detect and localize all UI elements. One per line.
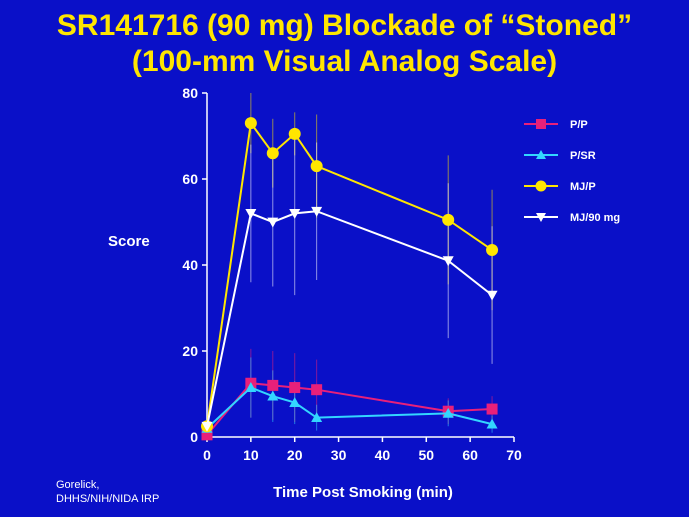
- data-point: [244, 117, 257, 130]
- data-point: [201, 421, 213, 432]
- chart-title-line-2: (100-mm Visual Analog Scale): [131, 45, 558, 78]
- legend-label: P/P: [570, 119, 588, 131]
- legend-marker: [536, 150, 546, 159]
- data-point: [245, 209, 257, 219]
- y-tick-label: 40: [182, 257, 198, 273]
- x-tick-label: 50: [418, 447, 434, 463]
- credit-line-2: DHHS/NIH/NIDA IRP: [56, 493, 160, 505]
- x-tick-label: 70: [506, 447, 522, 463]
- x-axis-label: Time Post Smoking (min): [273, 484, 453, 501]
- data-point: [267, 217, 279, 228]
- data-point: [442, 407, 454, 418]
- legend-label: MJ/90 mg: [570, 212, 620, 224]
- data-point: [266, 147, 279, 160]
- legend-label: MJ/P: [570, 181, 596, 193]
- y-tick-label: 0: [190, 429, 198, 445]
- series-line-3: [206, 210, 493, 427]
- data-point: [442, 213, 455, 226]
- x-tick-label: 10: [243, 447, 259, 463]
- y-axis-label: Score: [108, 233, 150, 250]
- data-point: [486, 290, 498, 301]
- y-tick-label: 60: [182, 171, 198, 187]
- data-point: [311, 206, 323, 217]
- data-point: [289, 209, 301, 219]
- x-tick-label: 0: [203, 447, 211, 463]
- credit-line-1: Gorelick,: [56, 479, 100, 491]
- legend-marker: [536, 213, 546, 222]
- chart-title-line-1: SR141716 (90 mg) Blockade of “Stoned”: [56, 9, 633, 42]
- data-point: [311, 384, 323, 396]
- data-point: [267, 379, 279, 391]
- data-point: [486, 418, 498, 429]
- data-point: [289, 382, 301, 394]
- legend-marker: [536, 119, 546, 129]
- data-point: [267, 390, 279, 401]
- data-point: [311, 412, 323, 423]
- x-tick-label: 30: [331, 447, 347, 463]
- x-tick-label: 40: [375, 447, 391, 463]
- legend-label: P/SR: [570, 150, 596, 162]
- data-point: [289, 397, 301, 407]
- data-point: [245, 382, 257, 392]
- y-tick-label: 80: [182, 85, 198, 101]
- credit: Gorelick, DHHS/NIH/NIDA IRP: [56, 478, 159, 506]
- data-point: [486, 243, 499, 256]
- data-point: [310, 160, 323, 173]
- data-point: [442, 256, 454, 267]
- data-point: [201, 429, 213, 441]
- x-tick-label: 60: [462, 447, 478, 463]
- data-point: [288, 127, 301, 140]
- legend-marker: [535, 180, 547, 192]
- data-point: [486, 403, 498, 415]
- y-tick-label: 20: [182, 343, 198, 359]
- x-tick-label: 20: [287, 447, 303, 463]
